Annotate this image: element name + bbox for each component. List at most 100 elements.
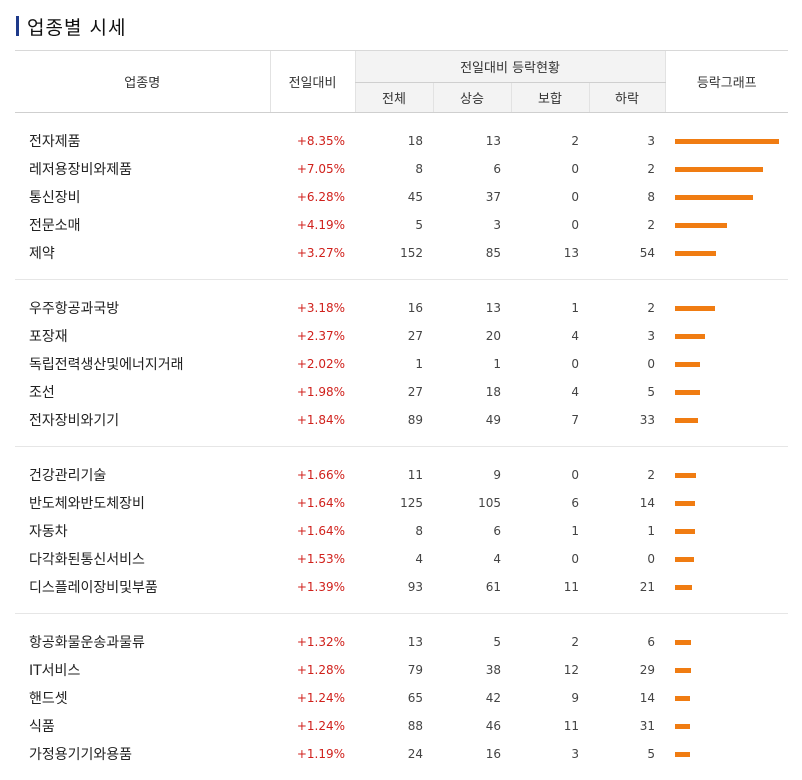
sector-name-link[interactable]: 가정용기기와용품 — [15, 740, 270, 780]
down-count: 2 — [589, 211, 665, 239]
flat-count: 4 — [511, 378, 589, 406]
flat-count: 0 — [511, 447, 589, 490]
change-graph-cell — [665, 712, 788, 740]
up-count: 13 — [433, 280, 511, 323]
down-count: 33 — [589, 406, 665, 447]
sector-name-link[interactable]: 자동차 — [15, 517, 270, 545]
change-value: +1.98% — [270, 378, 355, 406]
sector-name-link[interactable]: 우주항공과국방 — [15, 280, 270, 323]
sector-name-link[interactable]: 건강관리기술 — [15, 447, 270, 490]
flat-count: 3 — [511, 740, 589, 780]
up-count: 3 — [433, 211, 511, 239]
header-flat[interactable]: 보합 — [511, 83, 589, 113]
flat-count: 7 — [511, 406, 589, 447]
flat-count: 0 — [511, 211, 589, 239]
up-count: 6 — [433, 517, 511, 545]
change-bar — [675, 418, 698, 423]
total-count: 125 — [355, 489, 433, 517]
header-down[interactable]: 하락 — [589, 83, 665, 113]
down-count: 2 — [589, 447, 665, 490]
change-graph-cell — [665, 447, 788, 490]
sector-name-link[interactable]: 핸드셋 — [15, 684, 270, 712]
sector-name-link[interactable]: 포장재 — [15, 322, 270, 350]
sector-name-link[interactable]: 제약 — [15, 239, 270, 280]
sector-name-link[interactable]: 전자장비와기기 — [15, 406, 270, 447]
up-count: 49 — [433, 406, 511, 447]
flat-count: 12 — [511, 656, 589, 684]
change-value: +4.19% — [270, 211, 355, 239]
flat-count: 1 — [511, 517, 589, 545]
change-graph-cell — [665, 740, 788, 780]
header-total[interactable]: 전체 — [355, 83, 433, 113]
sector-name-link[interactable]: 식품 — [15, 712, 270, 740]
change-bar — [675, 195, 753, 200]
sector-name-link[interactable]: 전문소매 — [15, 211, 270, 239]
change-graph-cell — [665, 656, 788, 684]
flat-count: 2 — [511, 113, 589, 156]
sector-name-link[interactable]: 전자제품 — [15, 113, 270, 156]
change-bar — [675, 139, 779, 144]
change-graph-cell — [665, 489, 788, 517]
change-value: +1.64% — [270, 517, 355, 545]
sector-name-link[interactable]: 디스플레이장비및부품 — [15, 573, 270, 614]
up-count: 38 — [433, 656, 511, 684]
change-value: +1.84% — [270, 406, 355, 447]
flat-count: 0 — [511, 545, 589, 573]
sector-name-link[interactable]: 레저용장비와제품 — [15, 155, 270, 183]
change-graph-cell — [665, 378, 788, 406]
change-value: +1.28% — [270, 656, 355, 684]
up-count: 1 — [433, 350, 511, 378]
change-value: +2.02% — [270, 350, 355, 378]
sector-name-link[interactable]: 다각화된통신서비스 — [15, 545, 270, 573]
change-bar — [675, 529, 695, 534]
header-change[interactable]: 전일대비 — [270, 51, 355, 113]
sector-name-link[interactable]: IT서비스 — [15, 656, 270, 684]
change-value: +1.24% — [270, 712, 355, 740]
down-count: 21 — [589, 573, 665, 614]
sector-name-link[interactable]: 독립전력생산및에너지거래 — [15, 350, 270, 378]
header-sector-name[interactable]: 업종명 — [15, 51, 270, 113]
change-value: +1.32% — [270, 614, 355, 657]
sector-name-link[interactable]: 항공화물운송과물류 — [15, 614, 270, 657]
sector-name-link[interactable]: 조선 — [15, 378, 270, 406]
total-count: 16 — [355, 280, 433, 323]
header-up[interactable]: 상승 — [433, 83, 511, 113]
sector-name-link[interactable]: 통신장비 — [15, 183, 270, 211]
down-count: 0 — [589, 545, 665, 573]
change-value: +7.05% — [270, 155, 355, 183]
flat-count: 4 — [511, 322, 589, 350]
down-count: 3 — [589, 322, 665, 350]
change-bar — [675, 362, 700, 367]
change-value: +2.37% — [270, 322, 355, 350]
total-count: 13 — [355, 614, 433, 657]
sector-name-link[interactable]: 반도체와반도체장비 — [15, 489, 270, 517]
section-header: 업종별 시세 — [16, 14, 126, 38]
change-value: +8.35% — [270, 113, 355, 156]
down-count: 29 — [589, 656, 665, 684]
down-count: 3 — [589, 113, 665, 156]
up-count: 105 — [433, 489, 511, 517]
change-graph-cell — [665, 211, 788, 239]
